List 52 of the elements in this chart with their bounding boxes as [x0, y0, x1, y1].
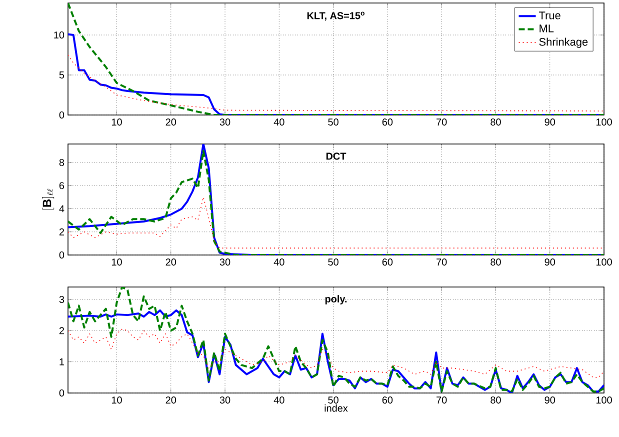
- legend-label: ML: [540, 24, 554, 32]
- x-tick-label: 70: [436, 118, 447, 126]
- y-tick-label: 5: [59, 72, 64, 78]
- y-tick-label: 4: [59, 205, 64, 212]
- x-tick-label: 60: [382, 258, 393, 266]
- x-tick-label: 20: [166, 258, 176, 266]
- y-tick-label: 6: [59, 182, 64, 190]
- y-tick-label: 2: [59, 327, 64, 334]
- x-tick-label: 70: [436, 396, 447, 404]
- x-tick-label: 50: [328, 396, 338, 404]
- x-tick-label: 40: [274, 258, 284, 266]
- x-tick-label: 30: [220, 396, 230, 404]
- text: poly.: [325, 295, 347, 304]
- x-tick-label: 20: [166, 118, 176, 126]
- x-tick-label: 100: [596, 396, 612, 404]
- x-tick-label: 90: [544, 118, 556, 126]
- x-tick-label: 40: [274, 118, 284, 126]
- text: DCT: [326, 152, 346, 160]
- x-axis-title: index: [324, 404, 348, 412]
- x-tick-label: 90: [544, 396, 556, 404]
- x-tick-label: 80: [490, 118, 501, 126]
- y-tick-label: 2: [59, 228, 64, 236]
- y-tick-label: 0: [59, 251, 64, 259]
- y-tick-label: 10: [54, 31, 64, 39]
- x-tick-label: 90: [544, 258, 556, 266]
- x-tick-label: 80: [490, 258, 501, 266]
- x-tick-label: 20: [166, 396, 176, 404]
- legend-label: Shrinkage: [539, 38, 588, 48]
- x-tick-label: 100: [596, 258, 612, 266]
- x-tick-label: 40: [274, 396, 284, 404]
- y-tick-label: 0: [59, 389, 64, 397]
- y-tick-label: 3: [59, 296, 64, 303]
- y-axis-title: $[\mathbf{B}]_{\ell\ell}$: [42, 188, 54, 210]
- y-tick-label: 8: [59, 158, 64, 166]
- x-tick-label: 30: [220, 118, 230, 126]
- y-tick-label: 1: [60, 358, 64, 366]
- line-series: [68, 54, 604, 112]
- legend-label: True: [539, 12, 560, 20]
- x-tick-label: 70: [436, 258, 447, 266]
- x-tick-label: 100: [596, 118, 612, 126]
- x-tick-label: 10: [112, 396, 122, 404]
- x-tick-label: 10: [112, 118, 122, 126]
- y-tick-label: 0: [59, 111, 64, 119]
- x-tick-label: 80: [490, 396, 501, 404]
- x-tick-label: 50: [328, 118, 338, 126]
- line-series: [68, 309, 604, 393]
- x-tick-label: 50: [328, 258, 338, 266]
- x-tick-label: 10: [112, 258, 122, 266]
- x-tick-label: 30: [220, 258, 230, 266]
- x-tick-label: 60: [382, 396, 393, 404]
- text: KLT, AS=15$^{o}$: [307, 12, 365, 21]
- x-tick-label: 60: [382, 118, 393, 126]
